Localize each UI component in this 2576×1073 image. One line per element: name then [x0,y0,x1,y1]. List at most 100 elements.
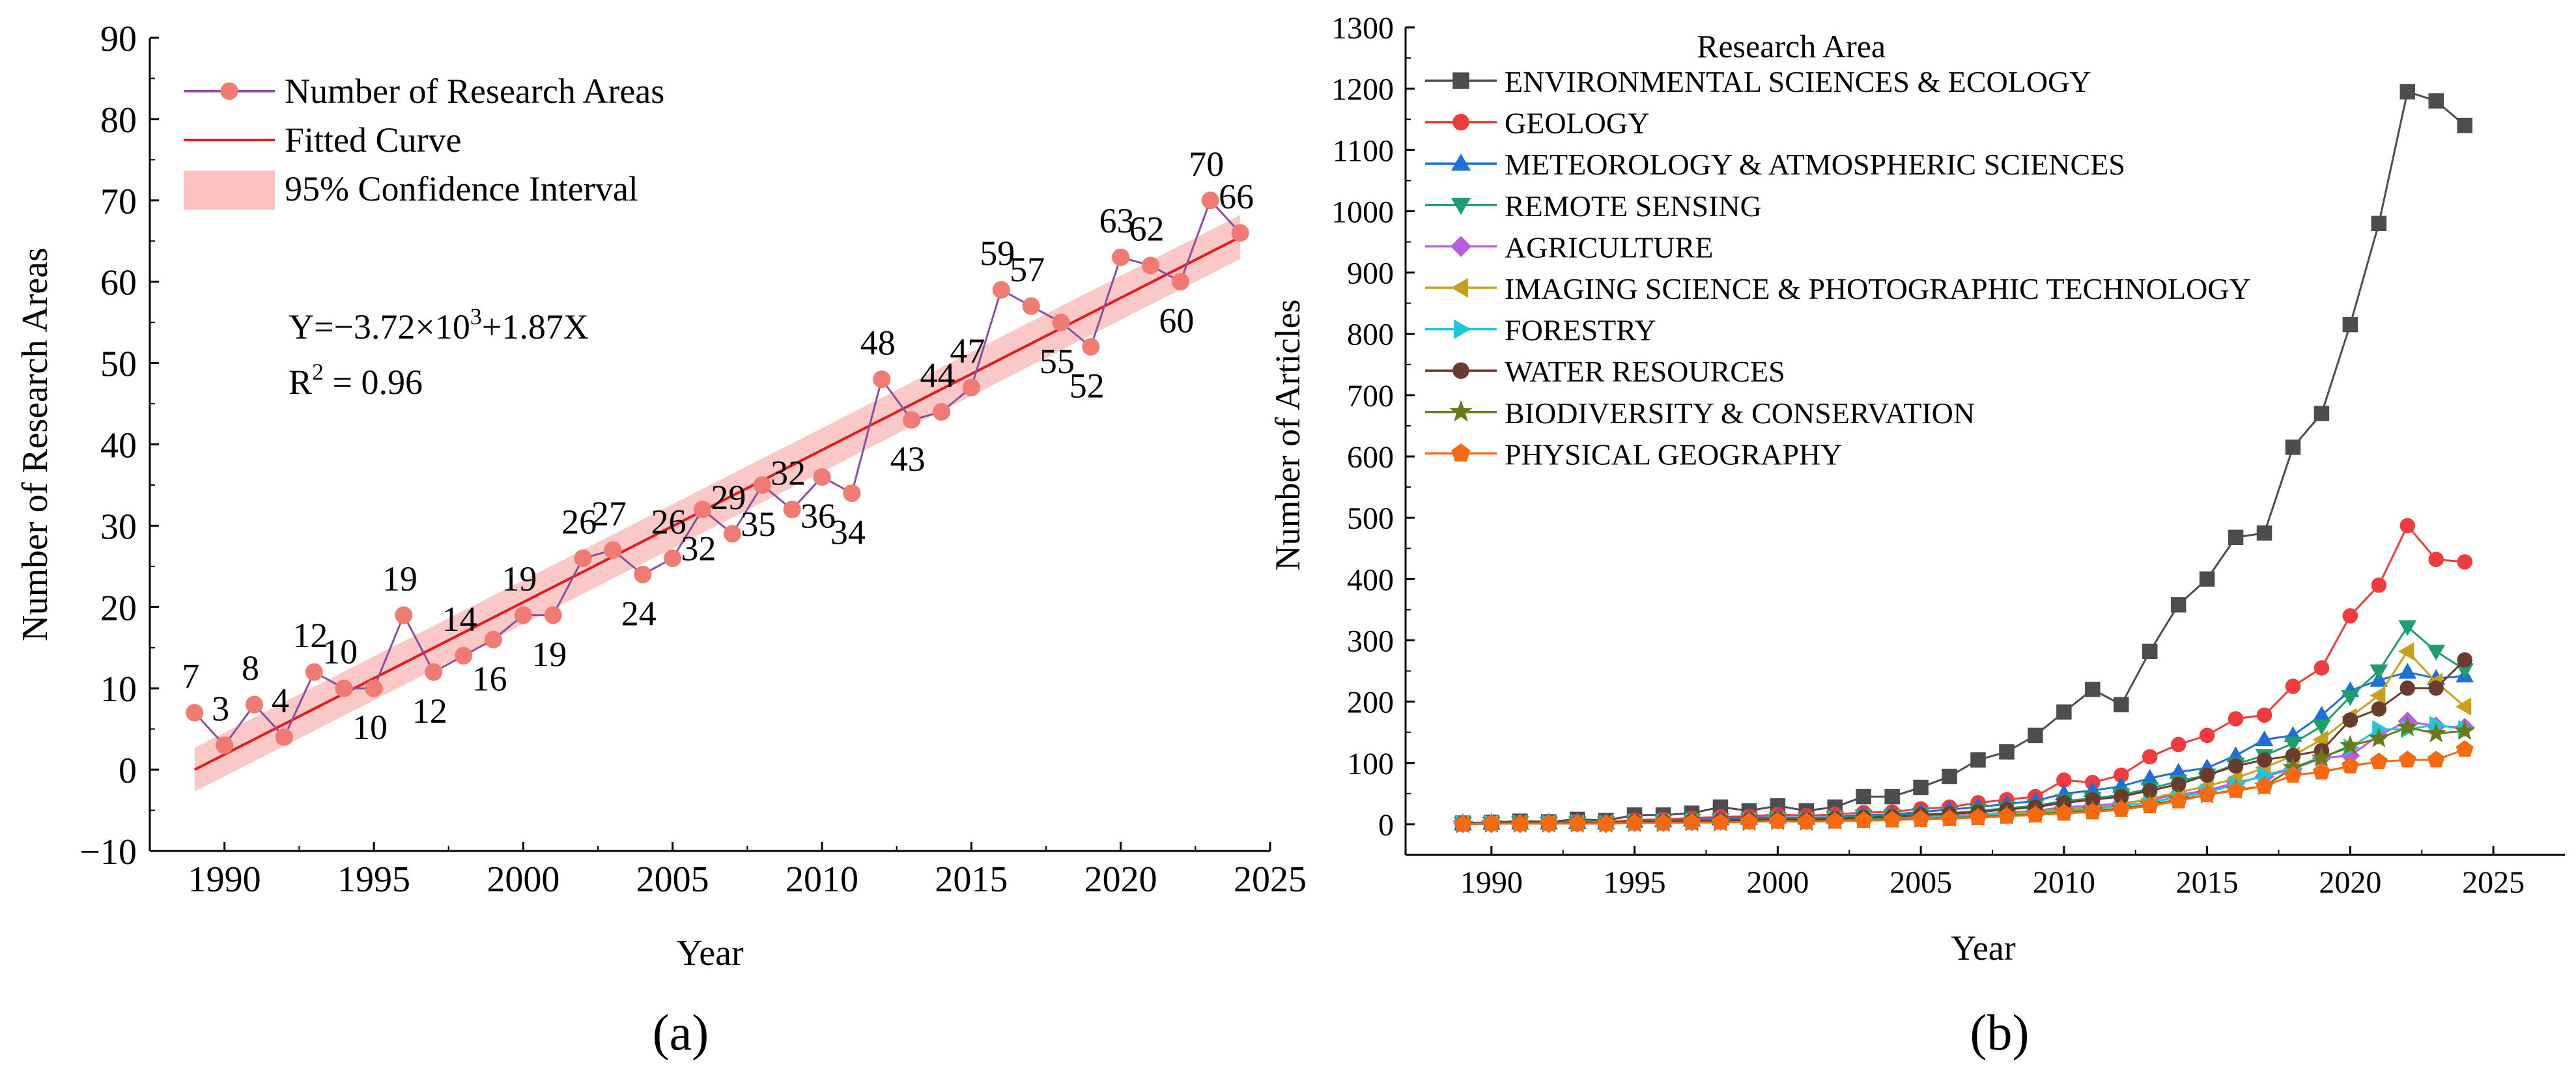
data-point-b [1540,814,1558,831]
data-label-a: 12 [412,691,447,731]
data-point-b [1970,752,1986,768]
data-label-a: 55 [1040,342,1075,381]
data-label-a: 63 [1099,201,1135,240]
data-point-a [275,728,293,746]
data-point-a [992,281,1010,299]
legend-title-b: Research Area [1697,28,1886,64]
data-point-b [1883,811,1901,828]
data-label-a: 29 [711,478,746,517]
data-point-a [962,378,980,397]
data-point-b [1826,812,1844,829]
x-tick-label-b: 1990 [1460,865,1523,900]
y-tick-label-b: 0 [1378,808,1394,843]
data-point-a [335,679,353,697]
legend-label-band: 95% Confidence Interval [285,169,638,208]
legend-marker-b [1451,443,1471,462]
data-point-b [2341,757,2359,773]
y-tick-label-b: 700 [1347,379,1394,413]
data-point-b [2371,577,2387,593]
data-point-b [2228,529,2244,546]
data-point-b [1482,814,1501,831]
equation-rest: +1.87X [482,307,589,346]
data-point-b [2312,719,2331,736]
data-point-a [305,663,323,681]
legend-marker-b [1451,153,1471,171]
legend-label-b: WATER RESOURCES [1505,355,1785,388]
data-point-b [2427,645,2446,661]
x-tick-label-a: 2005 [636,859,709,900]
data-point-b [1856,788,1871,805]
data-point-b [2311,747,2332,768]
data-label-a: 10 [352,708,388,747]
x-tick-label-b: 1995 [1604,865,1666,900]
data-point-b [2056,704,2072,720]
y-tick-label-b: 1100 [1333,133,1394,168]
data-point-b [1797,813,1815,829]
data-label-a: 47 [950,331,985,370]
x-tick-label-a: 1995 [337,859,410,900]
y-tick-label-b: 900 [1347,257,1394,291]
data-label-a: 32 [681,529,716,568]
series-line-b [1462,650,2466,825]
x-tick-label-a: 2025 [1234,859,1307,900]
data-point-a [514,606,532,624]
data-point-b [2398,750,2416,768]
data-point-b [2371,701,2387,717]
panel-label-a: (a) [653,1004,709,1061]
data-point-b [2142,643,2158,660]
data-point-a [903,411,921,429]
data-point-b [2285,678,2301,694]
data-point-b [2256,752,2272,768]
data-point-b [2114,697,2129,713]
data-point-a [1171,273,1189,291]
data-point-b [2397,716,2418,736]
data-point-a [186,704,204,722]
data-label-a: 26 [651,502,686,541]
y-tick-label-b: 400 [1347,563,1394,597]
data-point-a [1142,257,1160,275]
data-point-a [1052,313,1070,331]
data-point-b [2370,752,2388,770]
data-point-b [1998,807,2016,824]
y-tick-label-a: 0 [119,751,137,791]
data-point-b [2368,727,2390,747]
data-point-b [1854,811,1873,828]
data-point-b [1654,813,1672,831]
y-tick-label-b: 1000 [1331,195,1394,229]
data-point-b [2342,316,2358,333]
data-point-b [2255,730,2274,747]
legend-swatch-band [184,171,275,210]
data-point-a [395,606,413,624]
data-label-a: 34 [830,512,866,551]
x-tick-label-a: 2010 [786,859,858,900]
data-point-b [2428,680,2444,696]
legend-label-b: AGRICULTURE [1505,230,1713,264]
data-label-a: 26 [561,502,597,541]
data-label-a: 7 [182,657,199,696]
data-point-b [2398,663,2417,679]
y-tick-label-b: 600 [1347,440,1394,475]
data-label-a: 19 [502,559,537,598]
data-point-b [2341,690,2360,706]
data-point-b [2457,652,2472,668]
data-point-b [1740,813,1758,829]
legend-marker-b [1451,277,1468,298]
data-label-a: 66 [1219,177,1254,216]
y-tick-label-b: 300 [1347,624,1394,658]
data-label-a: 14 [442,600,477,639]
data-label-a: 44 [920,356,955,395]
r-squared-exponent: 2 [312,359,324,385]
data-point-b [2398,620,2417,636]
data-point-b [2084,802,2102,820]
data-label-a: 8 [242,648,259,688]
data-point-a [873,370,891,389]
y-axis-title-b: Number of Articles [1268,300,1307,571]
data-point-b [1768,812,1787,829]
data-point-a [216,736,234,755]
data-point-b [2256,525,2272,541]
data-point-b [2199,571,2215,587]
y-tick-label-b: 500 [1347,501,1394,536]
data-point-a [634,565,652,583]
data-label-a: 70 [1189,145,1224,184]
data-point-b [2228,758,2244,774]
